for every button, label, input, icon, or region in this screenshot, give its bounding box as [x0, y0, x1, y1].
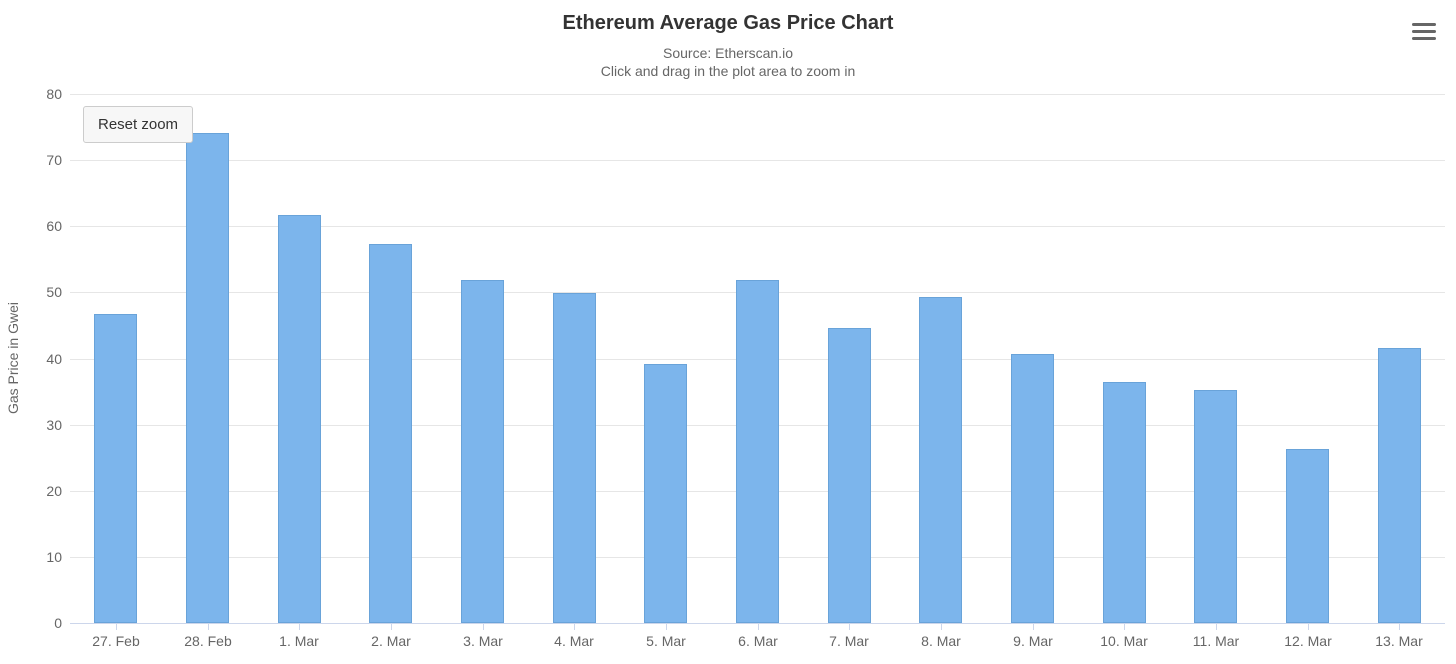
y-axis-tick-label: 20 [46, 483, 62, 499]
x-axis-tick-label: 2. Mar [371, 633, 411, 649]
x-axis-tick-label: 4. Mar [554, 633, 594, 649]
x-axis-tick-label: 1. Mar [279, 633, 319, 649]
column-bar-9-mar[interactable] [1011, 354, 1054, 623]
x-axis-line [70, 623, 1445, 624]
column-bar-27-feb[interactable] [94, 314, 137, 623]
x-axis-tick [483, 624, 484, 630]
y-axis-tick-label: 80 [46, 86, 62, 102]
chart-subtitle-source: Source: Etherscan.io [663, 45, 793, 61]
column-bar-4-mar[interactable] [553, 293, 596, 623]
column-bar-2-mar[interactable] [369, 244, 412, 623]
y-axis-tick-label: 60 [46, 218, 62, 234]
x-axis-tick-label: 12. Mar [1284, 633, 1332, 649]
column-bar-28-feb[interactable] [186, 133, 229, 623]
column-bar-7-mar[interactable] [828, 328, 871, 623]
column-bar-12-mar[interactable] [1286, 449, 1329, 623]
y-gridline [70, 94, 1445, 95]
y-axis-tick-label: 10 [46, 549, 62, 565]
x-axis-tick-label: 13. Mar [1375, 633, 1423, 649]
x-axis-tick [1308, 624, 1309, 630]
y-axis-tick-label: 0 [54, 615, 62, 631]
x-axis-tick-label: 7. Mar [829, 633, 869, 649]
column-bar-8-mar[interactable] [919, 297, 962, 623]
x-axis-tick-label: 10. Mar [1100, 633, 1148, 649]
x-axis-tick [1399, 624, 1400, 630]
x-axis-tick-label: 6. Mar [738, 633, 778, 649]
x-axis-tick [758, 624, 759, 630]
column-bar-10-mar[interactable] [1103, 382, 1146, 623]
column-bar-6-mar[interactable] [736, 280, 779, 623]
y-axis-tick-label: 70 [46, 152, 62, 168]
column-bar-11-mar[interactable] [1194, 390, 1237, 623]
hamburger-icon [1412, 22, 1436, 40]
column-bar-3-mar[interactable] [461, 280, 504, 623]
x-axis-tick-label: 28. Feb [184, 633, 232, 649]
x-axis-tick-label: 3. Mar [463, 633, 503, 649]
chart-subtitle-hint: Click and drag in the plot area to zoom … [600, 63, 856, 79]
x-axis-tick [1124, 624, 1125, 630]
x-axis-tick [849, 624, 850, 630]
x-axis-tick [208, 624, 209, 630]
column-bar-13-mar[interactable] [1378, 348, 1421, 623]
x-axis-tick-label: 5. Mar [646, 633, 686, 649]
x-axis-tick [666, 624, 667, 630]
chart-title: Ethereum Average Gas Price Chart [562, 12, 894, 34]
x-axis-tick [1216, 624, 1217, 630]
column-bar-5-mar[interactable] [644, 364, 687, 623]
x-axis-tick-label: 27. Feb [92, 633, 140, 649]
x-axis-tick [299, 624, 300, 630]
x-axis-tick [1033, 624, 1034, 630]
chart-context-menu-button[interactable] [1406, 18, 1442, 44]
y-gridline [70, 160, 1445, 161]
y-gridline [70, 226, 1445, 227]
column-bar-1-mar[interactable] [278, 215, 321, 623]
plot-area[interactable] [70, 94, 1445, 623]
x-axis-tick-label: 9. Mar [1013, 633, 1053, 649]
y-axis-tick-label: 40 [46, 351, 62, 367]
x-axis-tick [116, 624, 117, 630]
x-axis-tick-label: 11. Mar [1192, 633, 1240, 649]
reset-zoom-button[interactable]: Reset zoom [83, 106, 194, 143]
y-axis-tick-label: 30 [46, 417, 62, 433]
x-axis-tick [391, 624, 392, 630]
x-axis-tick-label: 8. Mar [921, 633, 961, 649]
y-axis-tick-label: 50 [46, 284, 62, 300]
x-axis-tick [574, 624, 575, 630]
x-axis-tick [941, 624, 942, 630]
